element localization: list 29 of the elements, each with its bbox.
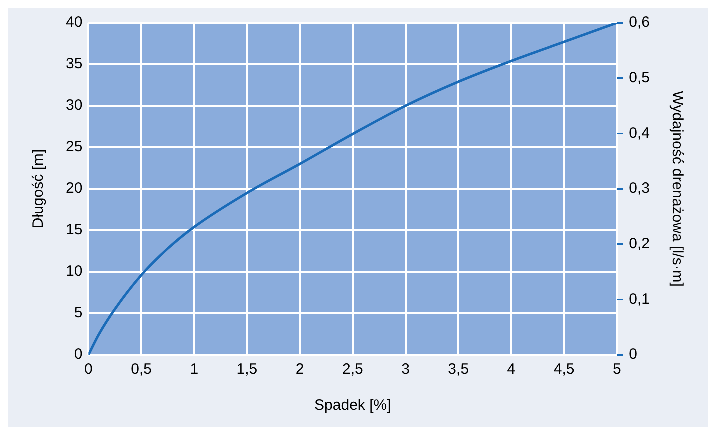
x-tick-label: 1,5 [236, 361, 258, 378]
y-tick-label: 10 [66, 263, 83, 280]
y-tick-label: 5 [74, 304, 83, 322]
y2-tick-label: 0,4 [629, 124, 650, 142]
y2-tick-label: 0,1 [629, 290, 650, 308]
y-tick-label: 20 [66, 180, 83, 198]
y-tick-label: 30 [66, 97, 83, 114]
y-tick-label: 0 [74, 346, 83, 364]
y2-axis-title: Wydajność drenażowa [l/s·m] [668, 91, 686, 287]
x-tick-label: 4,5 [554, 361, 575, 378]
y2-tick-label: 0,5 [629, 69, 650, 86]
y2-tick-label: 0,6 [629, 14, 650, 32]
x-axis-title: Spadek [%] [314, 397, 392, 414]
x-tick-label: 5 [612, 361, 622, 378]
x-tick-label: 3,5 [448, 361, 470, 378]
y2-tick-label: 0,3 [629, 180, 650, 198]
y-tick-label: 35 [66, 56, 83, 73]
x-tick-label: 1 [190, 361, 199, 378]
y2-tick-label: 0 [629, 346, 638, 364]
x-tick-label: 2 [296, 361, 304, 378]
x-tick-label: 2,5 [342, 361, 364, 378]
y2-tick-label: 0,2 [629, 235, 650, 252]
x-tick-label: 3 [402, 361, 410, 378]
y-tick-label: 15 [66, 222, 83, 239]
y-tick-label: 40 [66, 14, 83, 32]
y-tick-label: 25 [66, 138, 83, 156]
x-tick-label: 4 [507, 361, 516, 378]
y-axis-title: Długość [m] [30, 149, 48, 229]
x-tick-label: 0,5 [131, 361, 152, 378]
